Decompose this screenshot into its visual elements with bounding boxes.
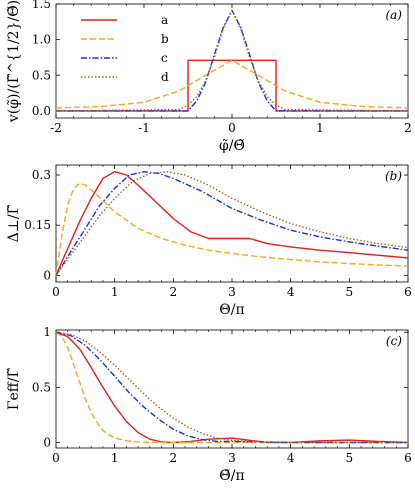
series-b-line bbox=[55, 59, 409, 109]
y-axis-label: v(φ̃)/(Γ̃^{1/2}/Θ̃) bbox=[6, 0, 22, 123]
panel-3-frame bbox=[55, 329, 409, 449]
y-tick-label: 0.15 bbox=[24, 218, 51, 232]
panel-label: (a) bbox=[385, 8, 402, 22]
series-b-line bbox=[55, 331, 408, 444]
x-tick-label: 6 bbox=[404, 285, 412, 299]
x-tick-label: -2 bbox=[50, 121, 62, 135]
y-tick-label: 1.0 bbox=[32, 33, 51, 47]
y-axis-label: Δ⊥/Γ̃ bbox=[6, 204, 22, 242]
x-tick-label: -1 bbox=[138, 121, 150, 135]
y-tick-label: 0.0 bbox=[32, 104, 51, 118]
x-tick-label: 6 bbox=[404, 451, 412, 465]
x-tick-label: 3 bbox=[228, 285, 236, 299]
y-tick-label: 0.5 bbox=[32, 68, 51, 82]
y-tick-label: 0.3 bbox=[32, 168, 51, 182]
x-tick-label: 5 bbox=[346, 451, 354, 465]
x-tick-label: 2 bbox=[170, 285, 178, 299]
x-tick-label: 2 bbox=[404, 121, 412, 135]
panel-label: (b) bbox=[385, 169, 402, 183]
x-tick-label: 0 bbox=[52, 451, 60, 465]
x-axis-label: φ̃/Θ̃ bbox=[219, 138, 245, 154]
legend-label-a: a bbox=[161, 13, 168, 27]
y-tick-label: 1.5 bbox=[32, 0, 51, 11]
series-d-line bbox=[55, 9, 409, 112]
x-axis-label: Θ̃/π bbox=[219, 468, 244, 484]
x-tick-label: 2 bbox=[170, 451, 178, 465]
y-tick-label: 0 bbox=[43, 268, 51, 282]
x-tick-label: 0 bbox=[228, 121, 236, 135]
legend-label-d: d bbox=[161, 70, 169, 84]
legend-label-c: c bbox=[161, 51, 168, 65]
legend-label-b: b bbox=[161, 32, 169, 46]
x-tick-label: 4 bbox=[287, 451, 295, 465]
x-tick-label: 3 bbox=[228, 451, 236, 465]
y-tick-label: 0 bbox=[43, 435, 51, 449]
x-axis-label: Θ/π bbox=[219, 302, 244, 318]
x-tick-label: 1 bbox=[316, 121, 324, 135]
series-b-line bbox=[55, 182, 409, 276]
series-c-line bbox=[55, 331, 408, 444]
series-a-line bbox=[56, 59, 408, 112]
series-d-line bbox=[55, 331, 408, 444]
panel-label: (c) bbox=[386, 334, 402, 348]
series-d-line bbox=[55, 170, 409, 276]
x-tick-label: 1 bbox=[111, 285, 119, 299]
x-tick-label: 1 bbox=[111, 451, 119, 465]
x-tick-label: 5 bbox=[346, 285, 354, 299]
x-tick-label: 4 bbox=[287, 285, 295, 299]
y-tick-label: 1 bbox=[43, 325, 51, 339]
x-tick-label: 0 bbox=[52, 285, 60, 299]
series-a-line bbox=[55, 331, 409, 444]
y-axis-label: Γeff/Γ̃ bbox=[6, 368, 22, 411]
series-a-line bbox=[55, 170, 409, 276]
series-c-line bbox=[55, 170, 409, 276]
y-tick-label: 0.5 bbox=[32, 380, 51, 394]
